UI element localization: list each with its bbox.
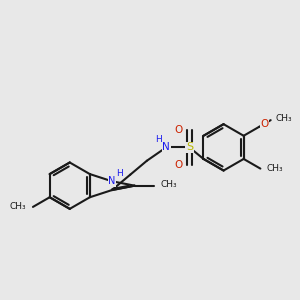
Text: H: H [155, 135, 162, 144]
Text: O: O [175, 160, 183, 170]
Text: CH₃: CH₃ [10, 202, 26, 211]
Text: O: O [175, 124, 183, 134]
Text: N: N [108, 176, 116, 186]
Text: CH₃: CH₃ [275, 114, 292, 123]
Text: S: S [186, 142, 193, 152]
Text: CH₃: CH₃ [267, 164, 284, 173]
Text: CH₃: CH₃ [160, 180, 177, 189]
Text: O: O [261, 119, 269, 129]
Text: N: N [162, 142, 170, 152]
Text: H: H [116, 169, 123, 178]
